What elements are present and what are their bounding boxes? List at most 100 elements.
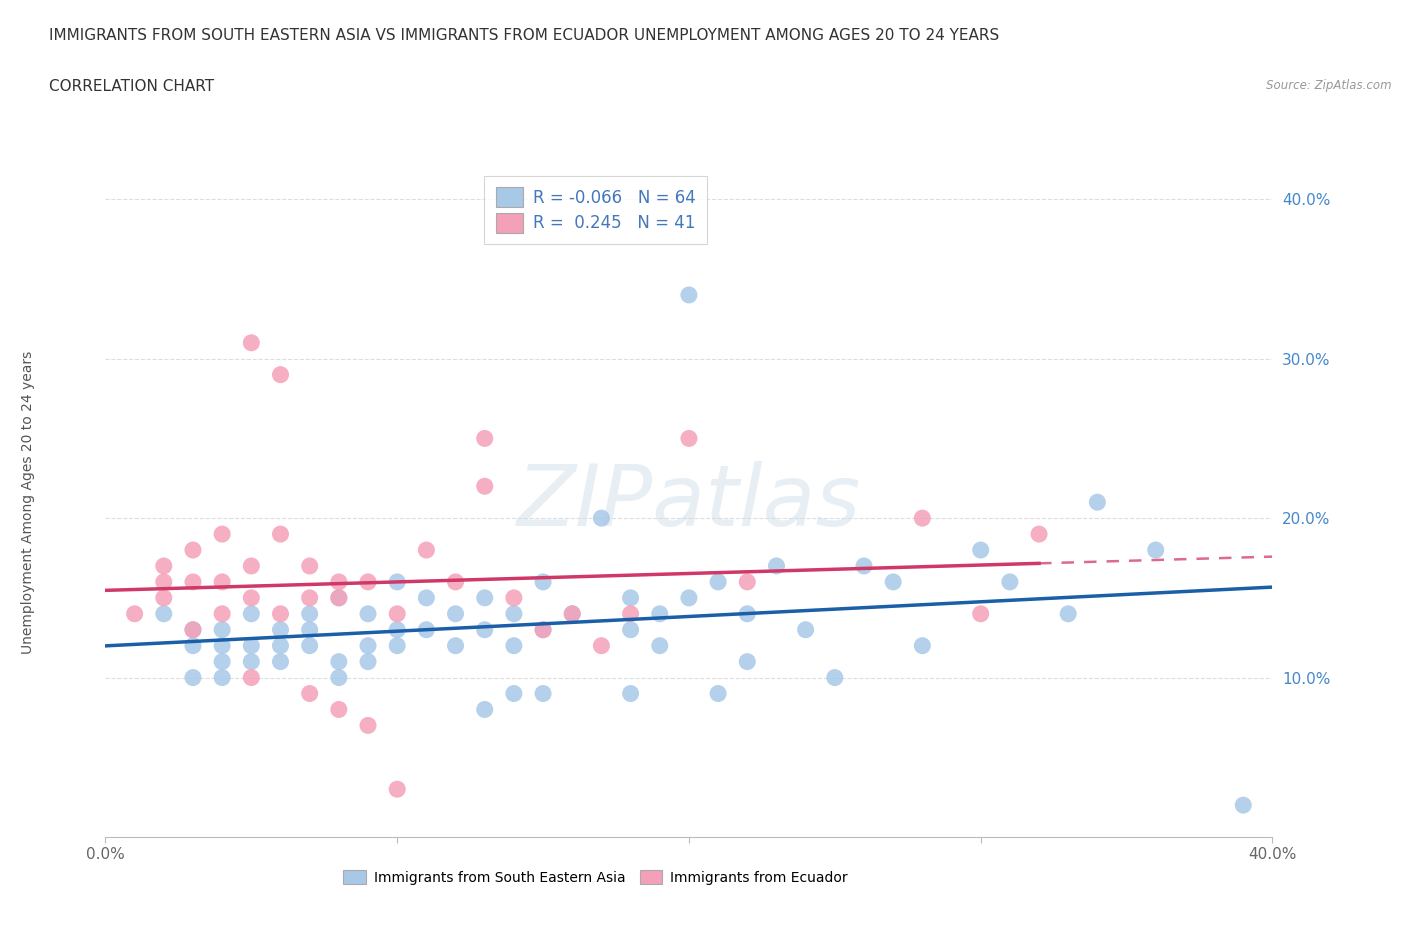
Point <box>328 654 350 669</box>
Point <box>357 575 380 590</box>
Point <box>181 575 204 590</box>
Legend: Immigrants from South Eastern Asia, Immigrants from Ecuador: Immigrants from South Eastern Asia, Immi… <box>337 864 853 890</box>
Point <box>298 622 321 637</box>
Point <box>269 638 292 653</box>
Point <box>269 622 292 637</box>
Point <box>415 591 437 605</box>
Point <box>737 606 759 621</box>
Point <box>240 336 263 351</box>
Point <box>211 671 233 685</box>
Point <box>502 591 524 605</box>
Point <box>502 638 524 653</box>
Point <box>385 606 408 621</box>
Point <box>444 575 467 590</box>
Point <box>1085 495 1108 510</box>
Point <box>240 638 263 653</box>
Point <box>240 559 263 574</box>
Point <box>298 638 321 653</box>
Point <box>152 606 174 621</box>
Point <box>707 686 730 701</box>
Point <box>181 622 204 637</box>
Point <box>385 575 408 590</box>
Point <box>561 606 583 621</box>
Point <box>737 575 759 590</box>
Point <box>211 638 233 653</box>
Point <box>794 622 817 637</box>
Point <box>181 542 204 557</box>
Point <box>152 575 174 590</box>
Point <box>357 718 380 733</box>
Point <box>561 606 583 621</box>
Point <box>415 622 437 637</box>
Point <box>269 367 292 382</box>
Point <box>969 606 991 621</box>
Point <box>124 606 146 621</box>
Point <box>240 606 263 621</box>
Text: Source: ZipAtlas.com: Source: ZipAtlas.com <box>1267 79 1392 92</box>
Point <box>298 606 321 621</box>
Point <box>444 606 467 621</box>
Point <box>181 622 204 637</box>
Text: CORRELATION CHART: CORRELATION CHART <box>49 79 214 94</box>
Point <box>1057 606 1080 621</box>
Text: IMMIGRANTS FROM SOUTH EASTERN ASIA VS IMMIGRANTS FROM ECUADOR UNEMPLOYMENT AMONG: IMMIGRANTS FROM SOUTH EASTERN ASIA VS IM… <box>49 28 1000 43</box>
Point <box>531 686 554 701</box>
Point <box>269 526 292 541</box>
Point <box>328 575 350 590</box>
Point <box>211 622 233 637</box>
Point <box>385 622 408 637</box>
Point <box>474 591 496 605</box>
Text: Unemployment Among Ages 20 to 24 years: Unemployment Among Ages 20 to 24 years <box>21 351 35 654</box>
Point <box>911 638 934 653</box>
Point <box>357 654 380 669</box>
Point <box>474 479 496 494</box>
Point <box>531 575 554 590</box>
Point <box>474 622 496 637</box>
Point <box>707 575 730 590</box>
Point <box>181 671 204 685</box>
Point <box>824 671 846 685</box>
Point <box>240 591 263 605</box>
Point <box>619 606 641 621</box>
Point <box>1028 526 1050 541</box>
Point <box>181 638 204 653</box>
Point <box>678 287 700 302</box>
Point <box>474 431 496 445</box>
Point <box>591 511 613 525</box>
Point <box>269 606 292 621</box>
Point <box>619 622 641 637</box>
Point <box>998 575 1021 590</box>
Point <box>152 559 174 574</box>
Point <box>531 622 554 637</box>
Point <box>240 654 263 669</box>
Point <box>502 606 524 621</box>
Point <box>298 686 321 701</box>
Point <box>357 606 380 621</box>
Point <box>852 559 875 574</box>
Point <box>328 702 350 717</box>
Point <box>385 638 408 653</box>
Point <box>328 591 350 605</box>
Point <box>298 559 321 574</box>
Point <box>882 575 904 590</box>
Point <box>1144 542 1167 557</box>
Point <box>648 606 671 621</box>
Point <box>1232 798 1254 813</box>
Point <box>385 782 408 797</box>
Text: ZIPatlas: ZIPatlas <box>517 460 860 544</box>
Point <box>328 591 350 605</box>
Point <box>152 591 174 605</box>
Point <box>211 575 233 590</box>
Point <box>211 654 233 669</box>
Point <box>415 542 437 557</box>
Point <box>911 511 934 525</box>
Point <box>269 654 292 669</box>
Point <box>737 654 759 669</box>
Point <box>211 606 233 621</box>
Point <box>298 591 321 605</box>
Point <box>765 559 787 574</box>
Point <box>678 591 700 605</box>
Point <box>969 542 991 557</box>
Point <box>648 638 671 653</box>
Point <box>591 638 613 653</box>
